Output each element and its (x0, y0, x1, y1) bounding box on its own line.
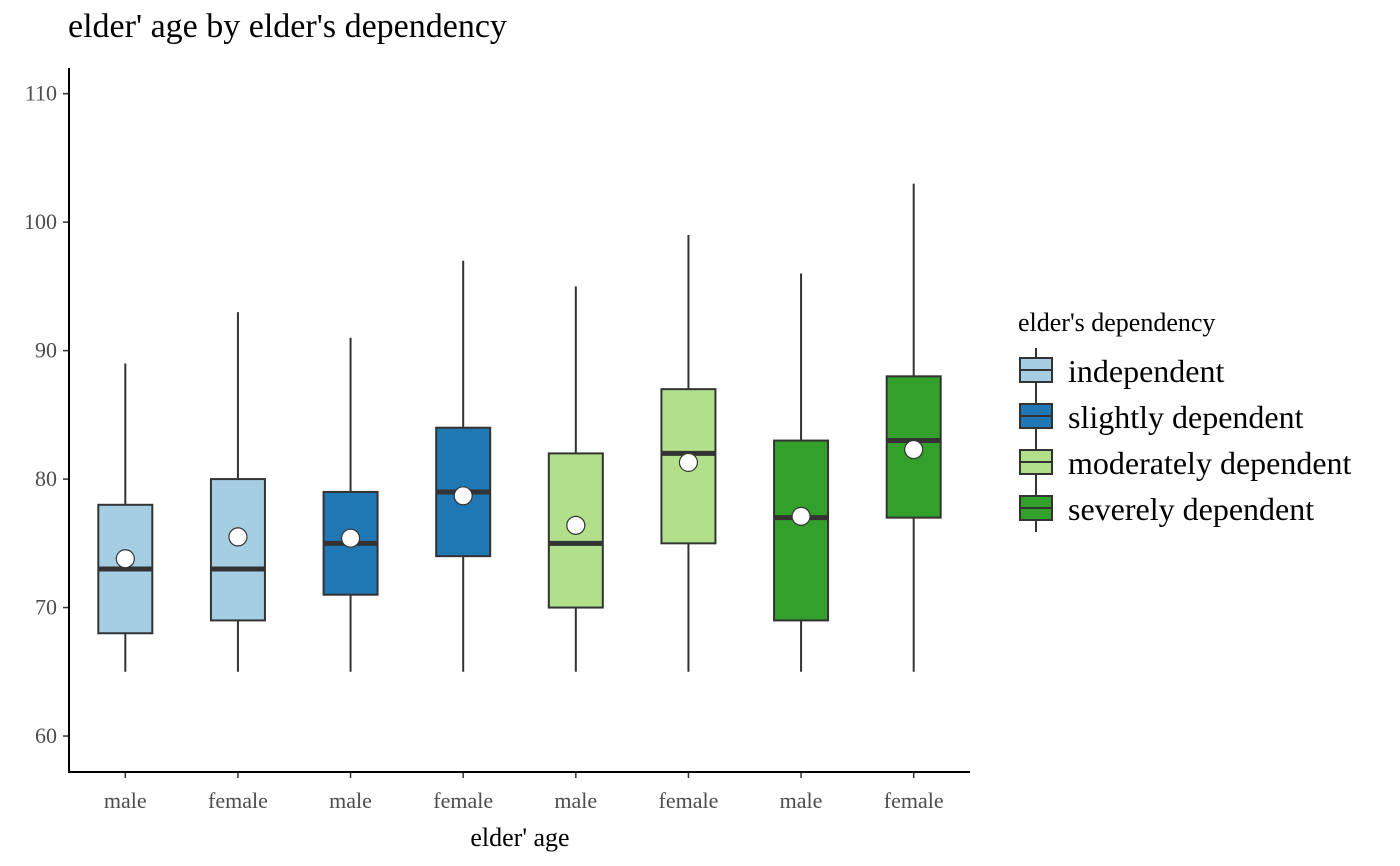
box-body (209, 478, 266, 622)
chart-title: elder' age by elder's dependency (68, 8, 507, 45)
mean-point (228, 527, 248, 547)
legend-key-severely-dependent (1018, 486, 1054, 532)
y-axis: 60 70 80 90 100 110 (24, 68, 70, 773)
box-male-moderately-dependent (547, 286, 604, 672)
legend-label: moderately dependent (1068, 444, 1352, 481)
y-tick-label: 90 (35, 338, 57, 363)
mean-point (904, 439, 924, 460)
y-tick-label: 100 (24, 209, 57, 234)
box-male-severely-dependent (773, 273, 830, 672)
legend-key-moderately-dependent (1018, 440, 1054, 486)
legend-item-independent: independent (1018, 348, 1351, 394)
x-tick-label: female (659, 788, 719, 813)
legend: elder's dependency independent slightly … (1018, 308, 1351, 532)
box-female-slightly-dependent (435, 260, 492, 672)
x-tick-label: male (780, 788, 823, 813)
box-male-slightly-dependent (322, 337, 379, 672)
y-tick-label: 70 (35, 595, 57, 620)
box-body (773, 439, 830, 622)
x-tick-label: male (554, 788, 597, 813)
y-tick-label: 110 (25, 81, 57, 106)
legend-title: elder's dependency (1018, 308, 1216, 337)
x-tick-label: female (884, 788, 944, 813)
legend-item-slightly-dependent: slightly dependent (1018, 394, 1351, 440)
box-female-moderately-dependent (660, 235, 717, 672)
mean-point (115, 549, 135, 569)
legend-key-slightly-dependent (1018, 394, 1054, 440)
mean-point (791, 506, 811, 526)
y-tick-label: 60 (35, 723, 57, 748)
x-tick-label: female (208, 788, 268, 813)
y-tick-label: 80 (35, 466, 57, 491)
legend-item-moderately-dependent: moderately dependent (1018, 440, 1351, 486)
mean-point (678, 452, 699, 472)
legend-label: slightly dependent (1068, 398, 1304, 435)
boxes-layer (97, 183, 942, 672)
box-female-severely-dependent (885, 183, 942, 672)
x-axis-title: elder' age (470, 823, 569, 852)
mean-point (340, 528, 361, 548)
box-male-independent (97, 363, 154, 672)
x-tick-label: male (329, 788, 372, 813)
x-tick-label: female (433, 788, 493, 813)
mean-point (453, 486, 473, 506)
x-tick-label: male (104, 788, 147, 813)
legend-label: severely dependent (1068, 490, 1315, 527)
x-axis: male female male female male female male female (68, 771, 970, 813)
legend-label: independent (1068, 352, 1225, 389)
box-female-independent (209, 312, 266, 672)
mean-point (566, 515, 586, 535)
plot-area: 60 70 80 90 100 110 male female male female male f… (24, 68, 970, 852)
legend-item-severely-dependent: severely dependent (1018, 486, 1351, 532)
legend-key-independent (1018, 348, 1054, 394)
